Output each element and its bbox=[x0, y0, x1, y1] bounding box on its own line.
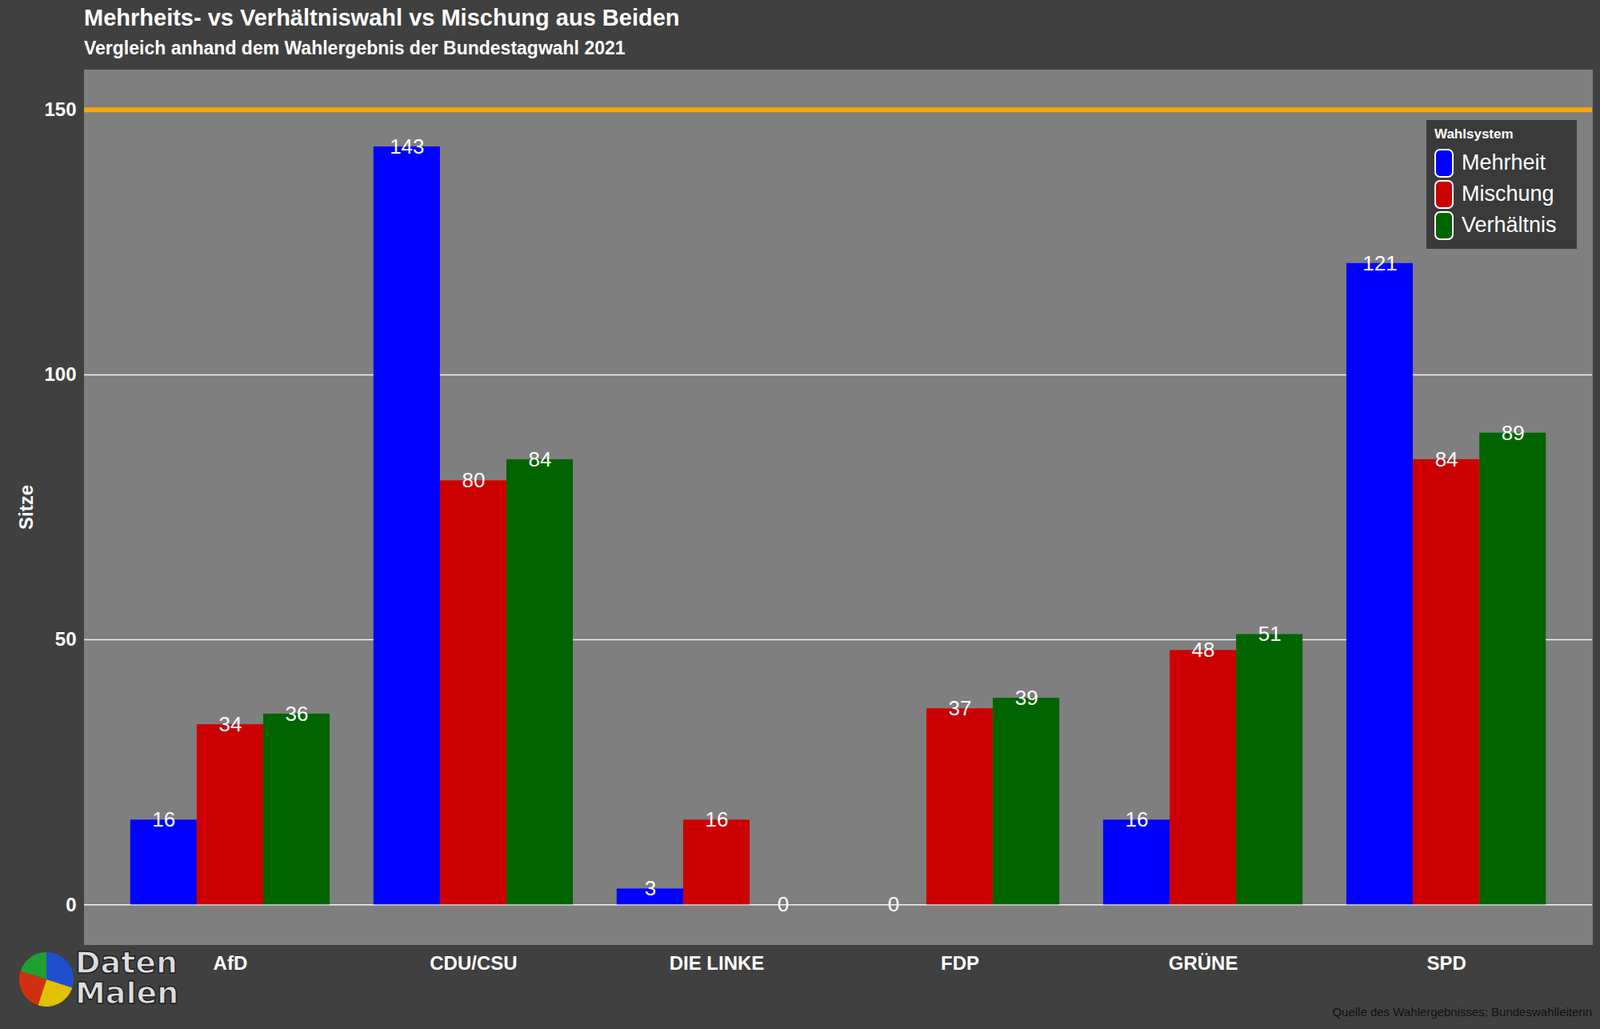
html-text:Verhältnis: Verhältnis bbox=[1461, 212, 1557, 237]
svg-text:121: 121 bbox=[1362, 251, 1397, 276]
svg-text:143: 143 bbox=[389, 134, 424, 159]
svg-text:48: 48 bbox=[1192, 637, 1216, 662]
svg-text:16: 16 bbox=[705, 807, 729, 832]
svg-text:34: 34 bbox=[218, 712, 242, 736]
html-text:Wahlsystem: Wahlsystem bbox=[1434, 126, 1514, 142]
svg-text:AfD: AfD bbox=[213, 952, 248, 974]
svg-text:FDP: FDP bbox=[940, 952, 980, 974]
svg-text:SPD: SPD bbox=[1426, 952, 1466, 974]
svg-text:37: 37 bbox=[948, 696, 972, 720]
svg-text:50: 50 bbox=[55, 628, 77, 650]
svg-text:100: 100 bbox=[44, 363, 76, 385]
svg-text:80: 80 bbox=[461, 468, 485, 492]
svg-text:16: 16 bbox=[1124, 807, 1148, 832]
svg-text:0: 0 bbox=[65, 892, 76, 915]
svg-text:150: 150 bbox=[44, 98, 76, 120]
svg-text:0: 0 bbox=[777, 892, 789, 916]
svg-text:51: 51 bbox=[1258, 621, 1282, 646]
svg-text:CDU/CSU: CDU/CSU bbox=[429, 952, 517, 974]
html-text:Quelle des Wahlergebnisses: Bu: Quelle des Wahlergebnisses: Bundeswahlle… bbox=[1332, 1004, 1592, 1019]
svg-text:Sitze: Sitze bbox=[15, 484, 37, 530]
svg-text:16: 16 bbox=[152, 807, 176, 832]
html-text:Daten: Daten bbox=[75, 944, 178, 980]
svg-text:GRÜNE: GRÜNE bbox=[1168, 952, 1239, 974]
html-text:Mehrheits- vs Verhältniswahl v: Mehrheits- vs Verhältniswahl vs Mischung… bbox=[84, 4, 680, 31]
svg-text:3: 3 bbox=[644, 876, 656, 900]
html-text:Mehrheit: Mehrheit bbox=[1461, 150, 1546, 175]
svg-text:84: 84 bbox=[528, 447, 552, 472]
svg-text:DIE LINKE: DIE LINKE bbox=[669, 952, 765, 974]
html-text:Malen: Malen bbox=[75, 975, 179, 1011]
svg-text:0: 0 bbox=[888, 892, 900, 916]
html-text:Vergleich anhand dem Wahlergeb: Vergleich anhand dem Wahlergebnis der Bu… bbox=[84, 37, 626, 59]
svg-text:84: 84 bbox=[1435, 447, 1459, 472]
html-text:Mischung: Mischung bbox=[1461, 181, 1555, 206]
svg-text:89: 89 bbox=[1501, 420, 1525, 445]
svg-text:39: 39 bbox=[1015, 685, 1039, 710]
svg-text:36: 36 bbox=[285, 701, 309, 726]
